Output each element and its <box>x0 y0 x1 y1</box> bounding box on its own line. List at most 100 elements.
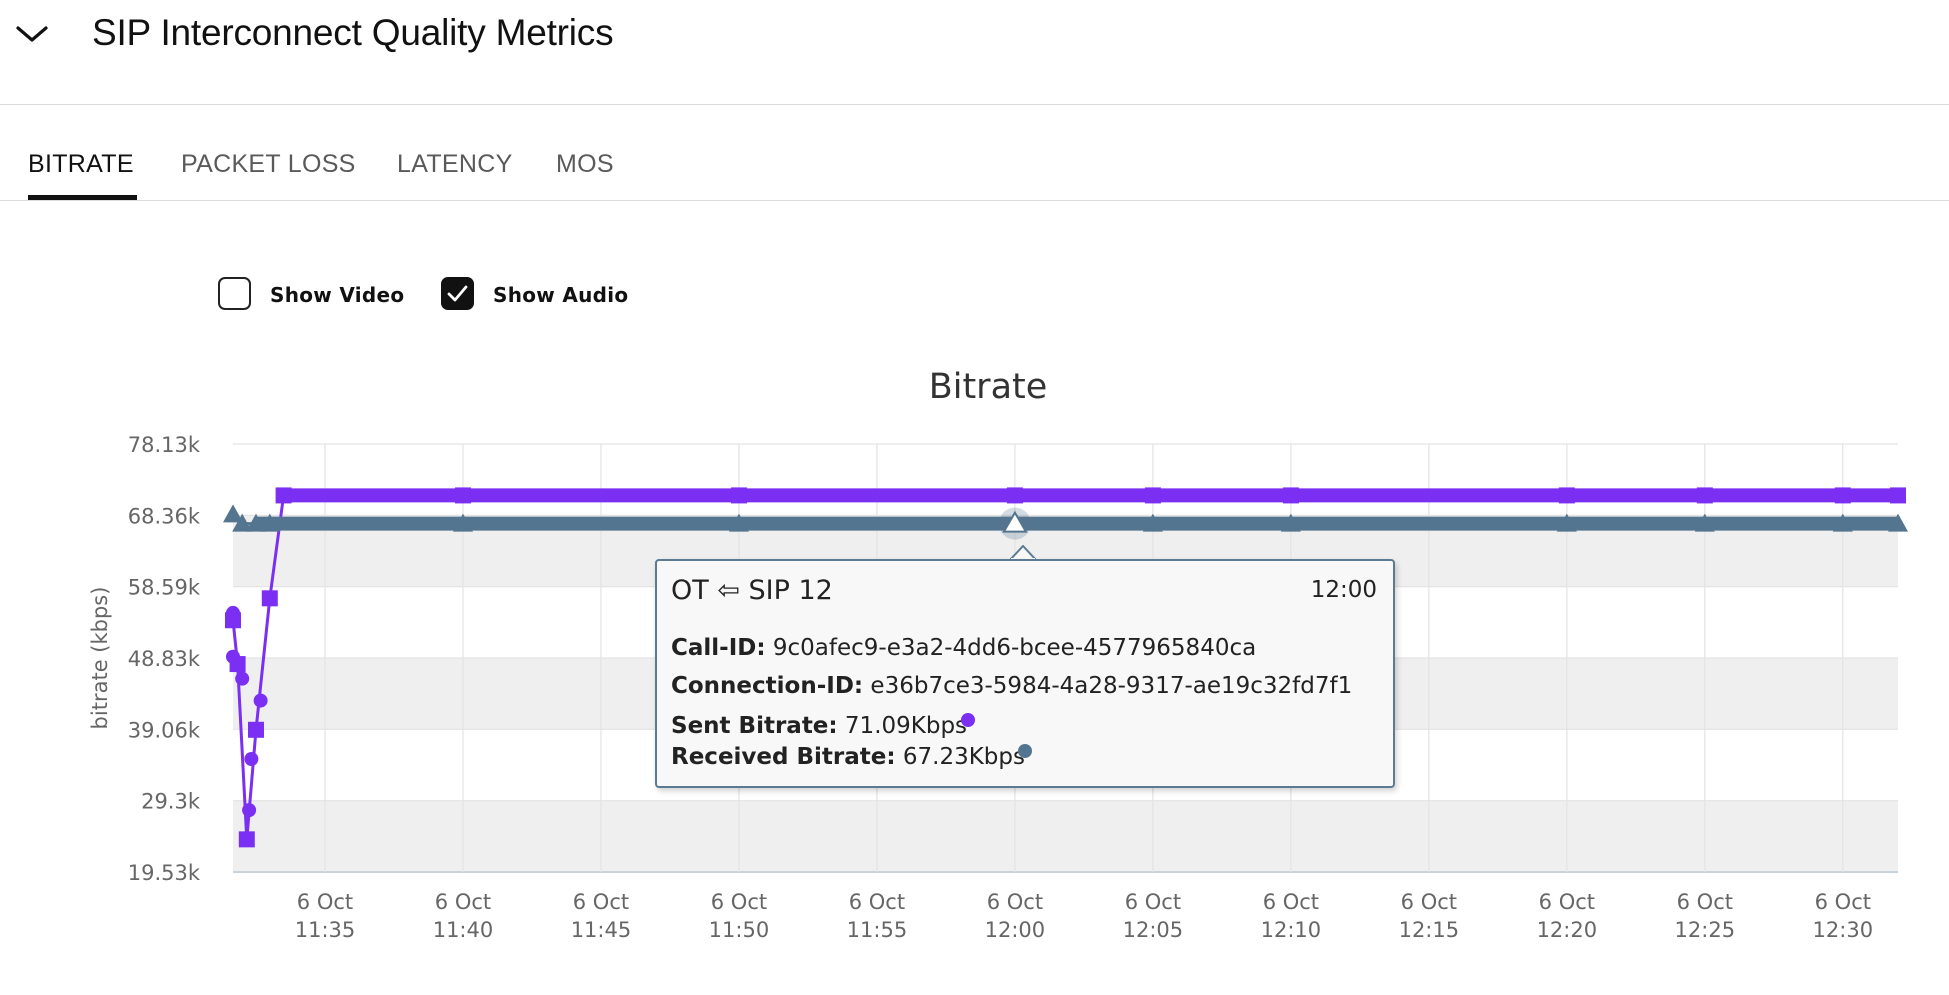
show-audio-label: Show Audio <box>493 283 629 307</box>
sent-bitrate-marker <box>242 803 257 818</box>
x-tick-date: 6 Oct <box>1263 890 1319 914</box>
sent-bitrate-marker <box>275 487 292 504</box>
received-bitrate-marker <box>1694 513 1715 532</box>
x-tick-time: 12:00 <box>985 918 1046 942</box>
received-bitrate-marker <box>1888 513 1908 532</box>
tooltip-received-bitrate: Received Bitrate: 67.23Kbps <box>671 744 1025 770</box>
received-bitrate-marker <box>223 504 243 523</box>
sent-bitrate-value: 71.09Kbps <box>844 713 968 739</box>
sent-bitrate-marker <box>247 721 264 738</box>
x-tick-date: 6 Oct <box>1401 890 1457 914</box>
page-title: SIP Interconnect Quality Metrics <box>92 12 614 53</box>
y-tick-label: 78.13k <box>128 433 201 457</box>
sent-bitrate-marker <box>235 671 250 686</box>
x-tick-date: 6 Oct <box>711 890 767 914</box>
x-tick-time: 12:15 <box>1399 918 1460 942</box>
sent-bitrate-marker <box>238 831 255 848</box>
plot-band <box>233 800 1898 872</box>
x-tick-date: 6 Oct <box>1677 890 1733 914</box>
sent-bitrate-marker <box>454 487 471 504</box>
sent-bitrate-marker <box>730 487 747 504</box>
sent-bitrate-marker <box>1282 487 1299 504</box>
received-series-dot <box>1018 744 1032 758</box>
x-tick-time: 11:35 <box>295 918 356 942</box>
received-bitrate-label: Received Bitrate: <box>671 744 896 770</box>
y-tick-label: 29.3k <box>141 790 201 814</box>
tab-bitrate[interactable]: BITRATE <box>28 150 134 178</box>
tab-latency[interactable]: LATENCY <box>397 150 513 178</box>
tooltip-time: 12:00 <box>1310 577 1377 603</box>
sent-bitrate-marker <box>1834 487 1851 504</box>
call-id-value: 9c0afec9-e3a2-4dd6-bcee-4577965840ca <box>772 635 1257 661</box>
x-tick-time: 11:45 <box>571 918 632 942</box>
sent-bitrate-marker <box>226 605 240 620</box>
y-tick-label: 68.36k <box>128 504 201 528</box>
received-bitrate-marker <box>728 513 749 532</box>
hovered-point-marker <box>1002 510 1028 533</box>
sent-bitrate-marker <box>253 693 268 708</box>
y-tick-label: 58.59k <box>128 576 201 600</box>
received-bitrate-marker <box>1832 513 1853 532</box>
tab-mos[interactable]: MOS <box>556 150 614 178</box>
received-bitrate-marker <box>1556 513 1577 532</box>
show-audio-toggle[interactable]: Show Audio <box>441 276 641 314</box>
sent-bitrate-marker <box>244 752 259 767</box>
chart-title: Bitrate <box>929 367 1048 407</box>
received-bitrate-marker <box>245 513 266 532</box>
show-video-toggle[interactable]: Show Video <box>218 276 408 314</box>
received-bitrate-marker <box>1142 513 1163 532</box>
sent-bitrate-marker <box>1890 487 1906 504</box>
x-tick-date: 6 Oct <box>435 890 491 914</box>
y-tick-label: 39.06k <box>128 718 201 742</box>
received-bitrate-marker <box>232 513 253 532</box>
sent-bitrate-marker <box>1006 487 1023 504</box>
chart-tooltip: OT ⇦ SIP 12 12:00 Call-ID: 9c0afec9-e3a2… <box>655 559 1395 788</box>
x-tick-time: 12:20 <box>1537 918 1598 942</box>
call-id-label: Call-ID: <box>671 635 766 661</box>
x-tick-time: 12:10 <box>1261 918 1322 942</box>
sent-bitrate-marker <box>226 649 240 664</box>
connection-id-value: e36b7ce3-5984-4a28-9317-ae19c32fd7f1 <box>870 673 1353 699</box>
x-tick-time: 11:55 <box>847 918 908 942</box>
sent-bitrate-marker <box>1144 487 1161 504</box>
received-bitrate-value: 67.23Kbps <box>902 744 1025 770</box>
section-header: SIP Interconnect Quality Metrics <box>0 0 1949 105</box>
received-bitrate-marker <box>259 513 280 532</box>
tab-packet-loss[interactable]: PACKET LOSS <box>181 150 356 178</box>
x-tick-date: 6 Oct <box>1815 890 1871 914</box>
x-tick-date: 6 Oct <box>573 890 629 914</box>
show-video-checkbox[interactable] <box>218 277 251 310</box>
x-tick-time: 11:50 <box>709 918 770 942</box>
sent-bitrate-label: Sent Bitrate: <box>671 713 838 739</box>
received-bitrate-marker <box>1280 513 1301 532</box>
x-tick-date: 6 Oct <box>849 890 905 914</box>
sent-bitrate-marker <box>1696 487 1713 504</box>
x-tick-time: 12:05 <box>1123 918 1184 942</box>
y-tick-label: 48.83k <box>128 647 201 671</box>
show-video-label: Show Video <box>270 283 405 307</box>
x-tick-time: 12:25 <box>1675 918 1736 942</box>
sent-bitrate-marker <box>1558 487 1575 504</box>
sent-bitrate-marker <box>261 590 278 607</box>
x-tick-date: 6 Oct <box>297 890 353 914</box>
tooltip-sent-bitrate: Sent Bitrate: 71.09Kbps <box>671 713 967 739</box>
connection-id-label: Connection-ID: <box>671 673 864 699</box>
tooltip-connection-id: Connection-ID: e36b7ce3-5984-4a28-9317-a… <box>671 673 1352 699</box>
x-tick-date: 6 Oct <box>987 890 1043 914</box>
chevron-down-icon[interactable] <box>14 22 54 46</box>
x-tick-date: 6 Oct <box>1539 890 1595 914</box>
checkmark-icon <box>447 285 468 302</box>
sent-series-dot <box>961 713 975 727</box>
x-tick-date: 6 Oct <box>1125 890 1181 914</box>
tooltip-call-id: Call-ID: 9c0afec9-e3a2-4dd6-bcee-4577965… <box>671 635 1256 661</box>
tab-bar: BITRATE PACKET LOSS LATENCY MOS <box>0 104 1949 201</box>
x-tick-time: 11:40 <box>433 918 494 942</box>
y-tick-label: 19.53k <box>128 861 201 885</box>
x-tick-time: 12:30 <box>1813 918 1874 942</box>
y-axis-label: bitrate (kbps) <box>88 587 112 730</box>
active-tab-indicator <box>28 195 137 200</box>
tooltip-title: OT ⇦ SIP 12 <box>671 575 833 606</box>
received-bitrate-marker <box>452 513 473 532</box>
show-audio-checkbox[interactable] <box>441 277 474 310</box>
